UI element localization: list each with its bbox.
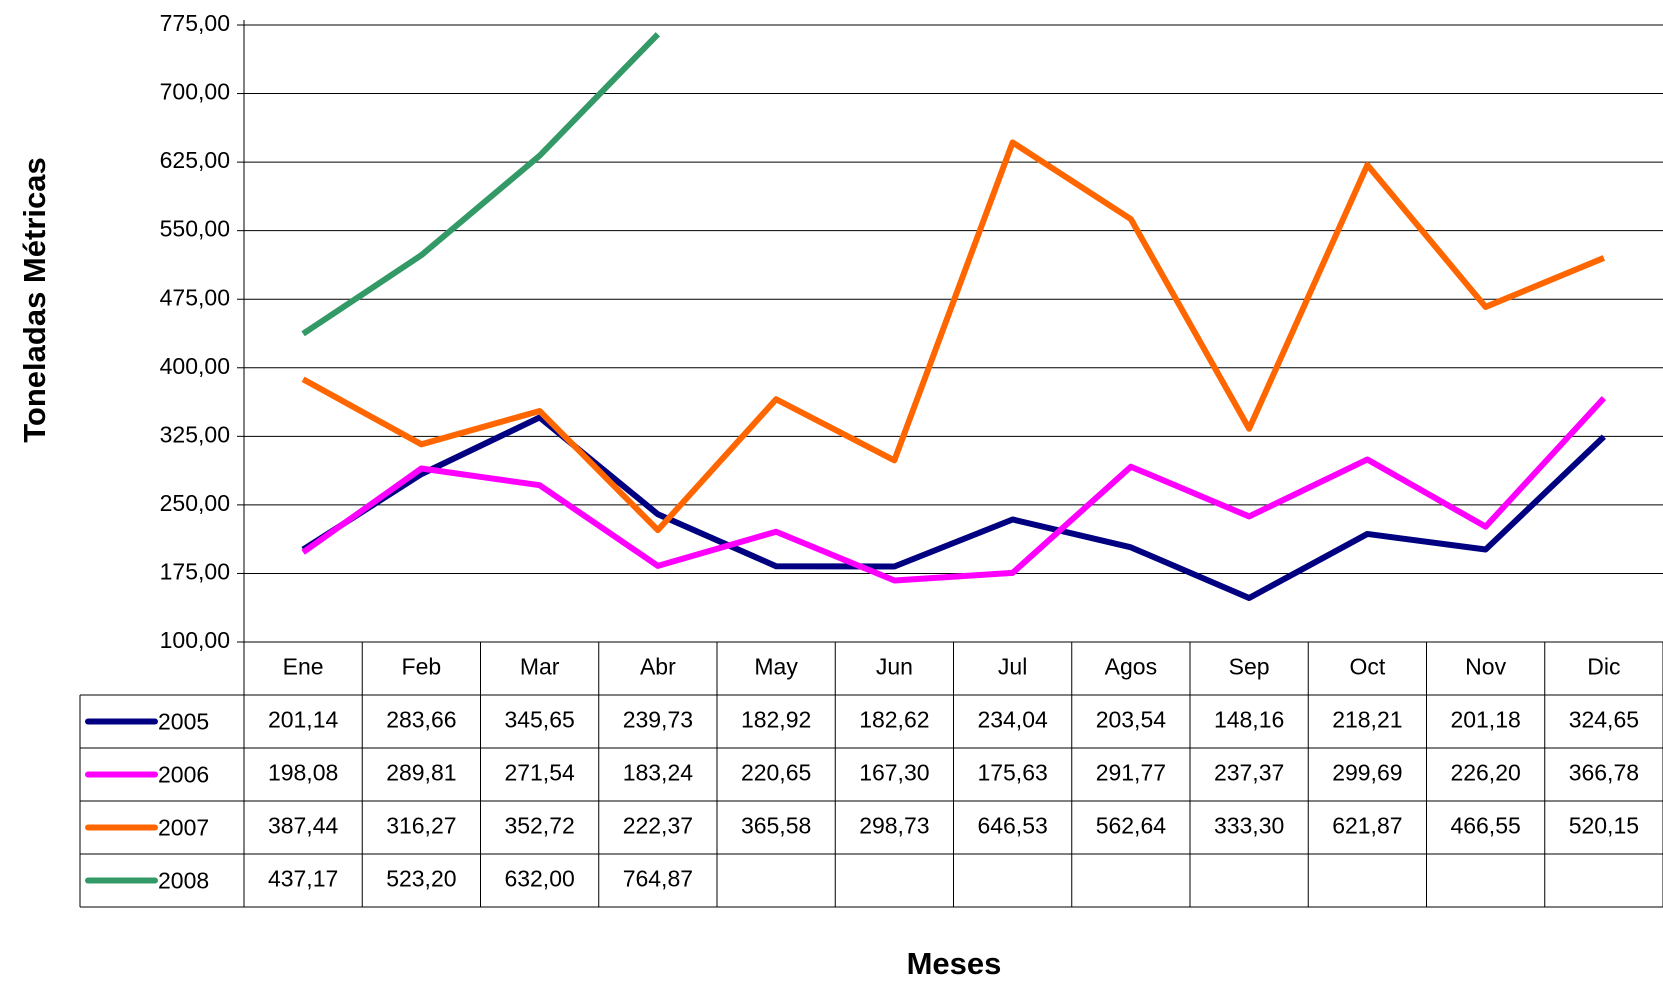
table-value: 203,54 bbox=[1096, 707, 1167, 733]
table-value: 365,58 bbox=[741, 813, 811, 839]
series-line bbox=[301, 32, 661, 337]
table-value: 198,08 bbox=[268, 760, 338, 786]
table-value: 175,63 bbox=[977, 760, 1047, 786]
y-tick-label: 400,00 bbox=[160, 353, 230, 379]
x-tick-label: Dic bbox=[1587, 654, 1620, 680]
table-value: 764,87 bbox=[623, 866, 693, 892]
table-value: 222,37 bbox=[623, 813, 693, 839]
y-tick-label: 775,00 bbox=[160, 10, 230, 36]
legend-label: 2005 bbox=[158, 709, 209, 735]
table-value: 182,92 bbox=[741, 707, 811, 733]
table-value: 182,62 bbox=[859, 707, 929, 733]
table-value: 324,65 bbox=[1569, 707, 1639, 733]
x-tick-label: Abr bbox=[640, 654, 676, 680]
series-line bbox=[301, 414, 1606, 601]
table-value: 520,15 bbox=[1569, 813, 1639, 839]
table-value: 352,72 bbox=[504, 813, 574, 839]
table-value: 316,27 bbox=[386, 813, 456, 839]
y-tick-label: 625,00 bbox=[160, 147, 230, 173]
table-value: 220,65 bbox=[741, 760, 811, 786]
x-tick-label: Jun bbox=[876, 654, 913, 680]
series-line bbox=[301, 139, 1606, 534]
table-value: 234,04 bbox=[977, 707, 1048, 733]
x-tick-label: Agos bbox=[1105, 654, 1157, 680]
x-axis-title: Meses bbox=[907, 946, 1002, 981]
legend-label: 2007 bbox=[158, 815, 209, 841]
table-value: 562,64 bbox=[1096, 813, 1167, 839]
table-value: 167,30 bbox=[859, 760, 929, 786]
x-tick-label: Feb bbox=[402, 654, 442, 680]
table-value: 437,17 bbox=[268, 866, 338, 892]
x-tick-label: Jul bbox=[998, 654, 1027, 680]
table-value: 333,30 bbox=[1214, 813, 1284, 839]
table-value: 148,16 bbox=[1214, 707, 1284, 733]
x-tick-label: Ene bbox=[283, 654, 324, 680]
x-tick-label: Oct bbox=[1349, 654, 1385, 680]
table-value: 201,18 bbox=[1450, 707, 1520, 733]
table-value: 366,78 bbox=[1569, 760, 1639, 786]
table-value: 239,73 bbox=[623, 707, 693, 733]
y-tick-label: 325,00 bbox=[160, 421, 230, 447]
y-tick-label: 100,00 bbox=[160, 627, 230, 653]
series-line bbox=[301, 396, 1607, 584]
y-tick-label: 550,00 bbox=[160, 216, 230, 242]
legend-label: 2006 bbox=[158, 762, 209, 788]
legend-label: 2008 bbox=[158, 868, 209, 894]
y-tick-label: 475,00 bbox=[160, 284, 230, 310]
table-value: 466,55 bbox=[1450, 813, 1520, 839]
table-value: 291,77 bbox=[1096, 760, 1166, 786]
table-value: 218,21 bbox=[1332, 707, 1402, 733]
table-value: 237,37 bbox=[1214, 760, 1284, 786]
table-value: 298,73 bbox=[859, 813, 929, 839]
table-value: 621,87 bbox=[1332, 813, 1402, 839]
table-value: 201,14 bbox=[268, 707, 339, 733]
x-tick-label: Nov bbox=[1465, 654, 1506, 680]
table-value: 183,24 bbox=[623, 760, 694, 786]
x-tick-label: May bbox=[754, 654, 798, 680]
y-tick-label: 700,00 bbox=[160, 79, 230, 105]
table-value: 632,00 bbox=[504, 866, 574, 892]
table-value: 289,81 bbox=[386, 760, 456, 786]
x-tick-label: Sep bbox=[1229, 654, 1270, 680]
y-axis-title: Toneladas Métricas bbox=[17, 157, 52, 442]
table-value: 271,54 bbox=[504, 760, 575, 786]
table-value: 345,65 bbox=[504, 707, 574, 733]
y-tick-label: 175,00 bbox=[160, 559, 230, 585]
table-value: 299,69 bbox=[1332, 760, 1402, 786]
table-value: 387,44 bbox=[268, 813, 339, 839]
x-tick-label: Mar bbox=[520, 654, 560, 680]
table-value: 646,53 bbox=[977, 813, 1047, 839]
table-value: 283,66 bbox=[386, 707, 456, 733]
table-value: 523,20 bbox=[386, 866, 456, 892]
y-tick-label: 250,00 bbox=[160, 490, 230, 516]
table-value: 226,20 bbox=[1450, 760, 1520, 786]
